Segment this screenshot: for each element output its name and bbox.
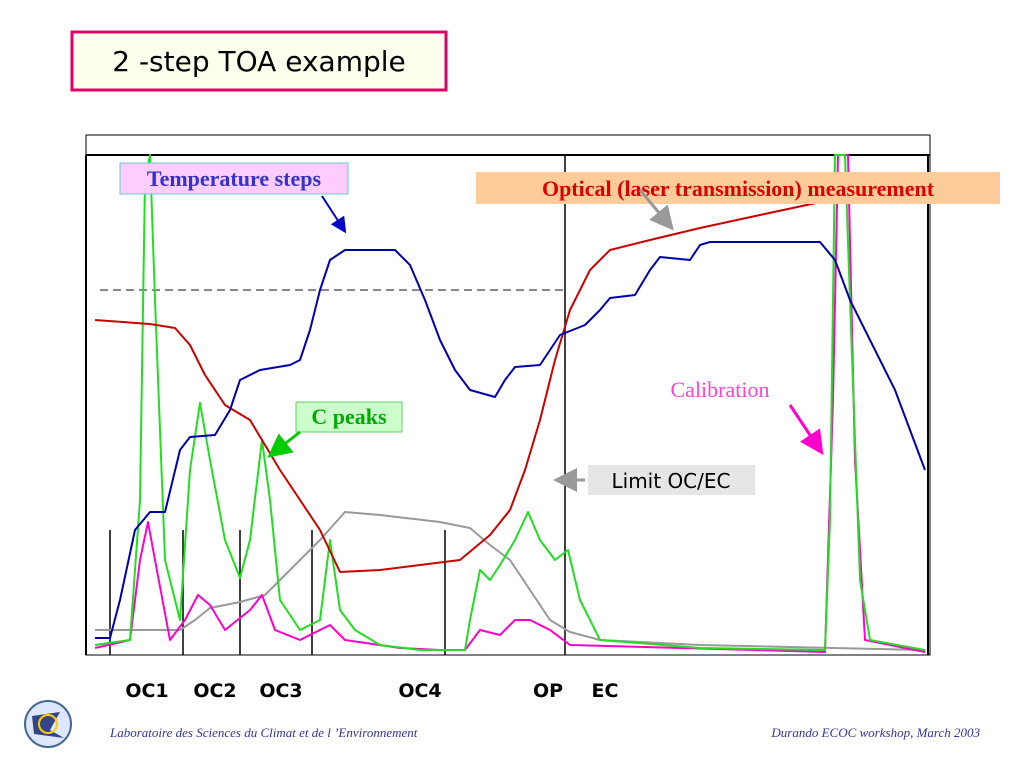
temperature-arrow <box>321 195 347 234</box>
phase-dividers <box>109 530 446 655</box>
grey-curve <box>95 511 926 651</box>
calibration-arrow <box>788 404 824 455</box>
chart-frame <box>85 134 931 656</box>
footer-right: Durando ECOC workshop, March 2003 <box>770 725 980 740</box>
limit-box <box>588 465 755 495</box>
c-peaks-arrow <box>267 430 301 458</box>
phase-label: OC2 <box>193 680 236 702</box>
phase-label: OP <box>533 680 563 702</box>
phase-label: OC3 <box>259 680 302 702</box>
red-curve <box>94 199 831 573</box>
limit-label: Limit OC/EC <box>612 469 731 493</box>
phase-label: OC4 <box>398 680 441 702</box>
blue-curve <box>95 241 926 639</box>
phase-label: OC1 <box>125 680 168 702</box>
temperature-label: Temperature steps <box>147 166 322 191</box>
logo <box>24 700 72 748</box>
c-peaks-box <box>295 401 403 433</box>
optical-arrow <box>638 189 674 231</box>
title-box <box>70 30 448 92</box>
green-curve <box>94 154 926 651</box>
optical-box <box>476 172 1000 204</box>
phase-label: EC <box>592 680 619 702</box>
temperature-box <box>119 162 349 195</box>
calibration-label: Calibration <box>671 377 770 402</box>
title: 2 -step TOA example <box>112 45 406 78</box>
c-peaks-label: C peaks <box>311 404 387 429</box>
footer-left: Laboratoire des Sciences du Climat et de… <box>109 725 418 740</box>
optical-label: Optical (laser transmission) measurement <box>542 176 935 201</box>
